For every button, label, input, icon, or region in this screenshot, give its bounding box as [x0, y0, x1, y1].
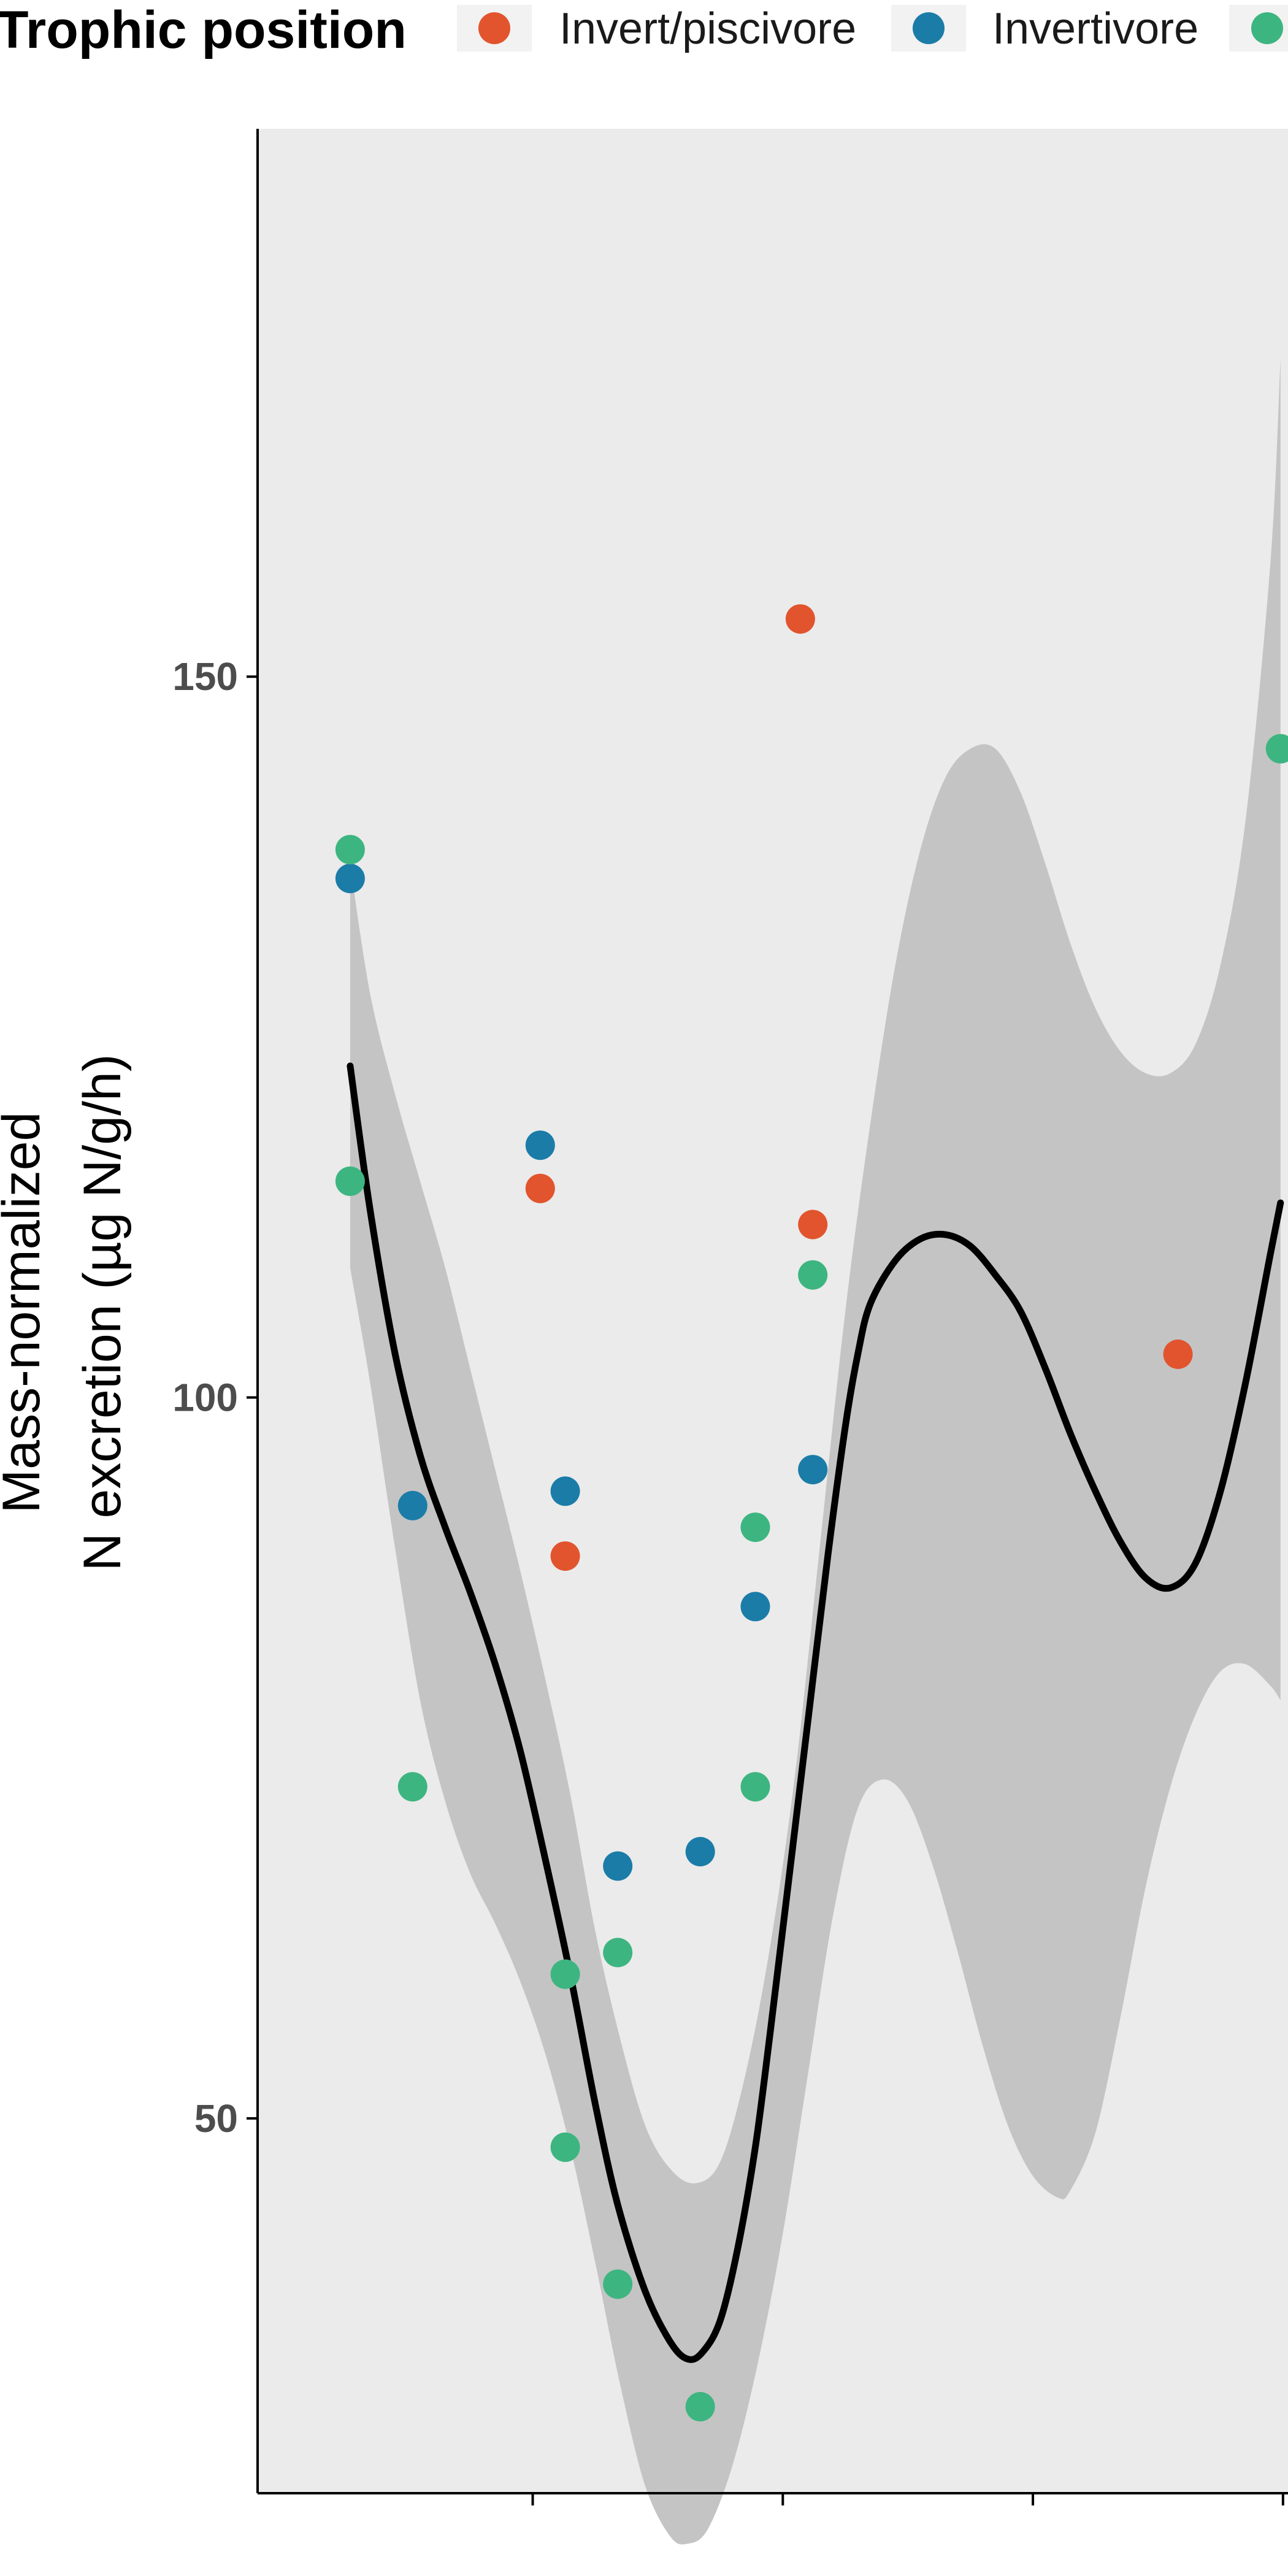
data-point-series-2-7 — [685, 2392, 715, 2421]
smooth-fit-line — [347, 1062, 1284, 2363]
y-tick-label-50: 50 — [194, 2096, 238, 2141]
data-point-series-1-1 — [397, 1490, 427, 1520]
legend-label-invertivore: Invertivore — [992, 4, 1198, 53]
y-ticks: 50 100 150 — [172, 654, 258, 2141]
data-point-series-0-0 — [525, 1173, 555, 1203]
data-point-series-1-4 — [603, 1851, 633, 1881]
data-point-series-2-11 — [1265, 734, 1288, 764]
legend-entry-invertivore: Invertivore — [891, 4, 1198, 53]
y-axis: 50 100 150 — [172, 129, 259, 2493]
data-point-series-2-1 — [335, 1166, 365, 1196]
confidence-ribbon — [350, 359, 1281, 2545]
data-point-series-1-7 — [798, 1455, 828, 1485]
data-point-series-1-3 — [550, 1476, 580, 1506]
y-axis-title-line-2: N excretion (µg N/g/h) — [73, 1054, 132, 1571]
data-point-series-1-5 — [685, 1837, 715, 1866]
legend-title: Trophic position — [0, 1, 407, 59]
data-point-series-2-5 — [603, 1938, 633, 1968]
y-tick-label-100: 100 — [172, 1376, 238, 1420]
legend-swatch-invert-piscivore — [478, 12, 510, 44]
data-points — [335, 604, 1288, 2421]
data-point-series-1-2 — [525, 1130, 555, 1160]
data-point-series-2-9 — [740, 1512, 770, 1543]
data-point-series-2-6 — [603, 2269, 633, 2299]
legend-swatch-invertivore — [913, 12, 945, 44]
y-tick-label-150: 150 — [172, 654, 238, 699]
legend-entry-invert-piscivore: Invert/piscivore — [457, 4, 856, 53]
data-point-series-2-10 — [798, 1260, 828, 1290]
legend-entry-third-group — [1229, 5, 1288, 52]
data-point-series-2-2 — [397, 1772, 427, 1802]
x-ticks — [531, 2493, 1284, 2505]
plot-panel — [258, 129, 1288, 2545]
data-point-series-0-4 — [1163, 1340, 1193, 1369]
data-point-series-2-8 — [740, 1772, 770, 1802]
data-point-series-0-3 — [798, 1209, 828, 1240]
data-point-series-1-0 — [335, 864, 365, 894]
x-axis — [258, 2492, 1288, 2505]
data-point-series-2-0 — [335, 835, 365, 865]
data-point-series-2-4 — [550, 2132, 580, 2162]
y-axis-title-line-1: Mass-normalized — [0, 1112, 51, 1514]
data-point-series-2-3 — [550, 1959, 580, 1989]
legend-swatch-third-group — [1251, 12, 1283, 44]
data-point-series-1-6 — [740, 1592, 770, 1622]
legend: Trophic position Invert/piscivore Invert… — [0, 1, 1288, 59]
y-axis-title: Mass-normalized N excretion (µg N/g/h) — [0, 1054, 132, 1571]
data-point-series-0-1 — [550, 1541, 580, 1571]
legend-label-invert-piscivore: Invert/piscivore — [559, 4, 856, 53]
data-point-series-0-2 — [785, 604, 815, 634]
